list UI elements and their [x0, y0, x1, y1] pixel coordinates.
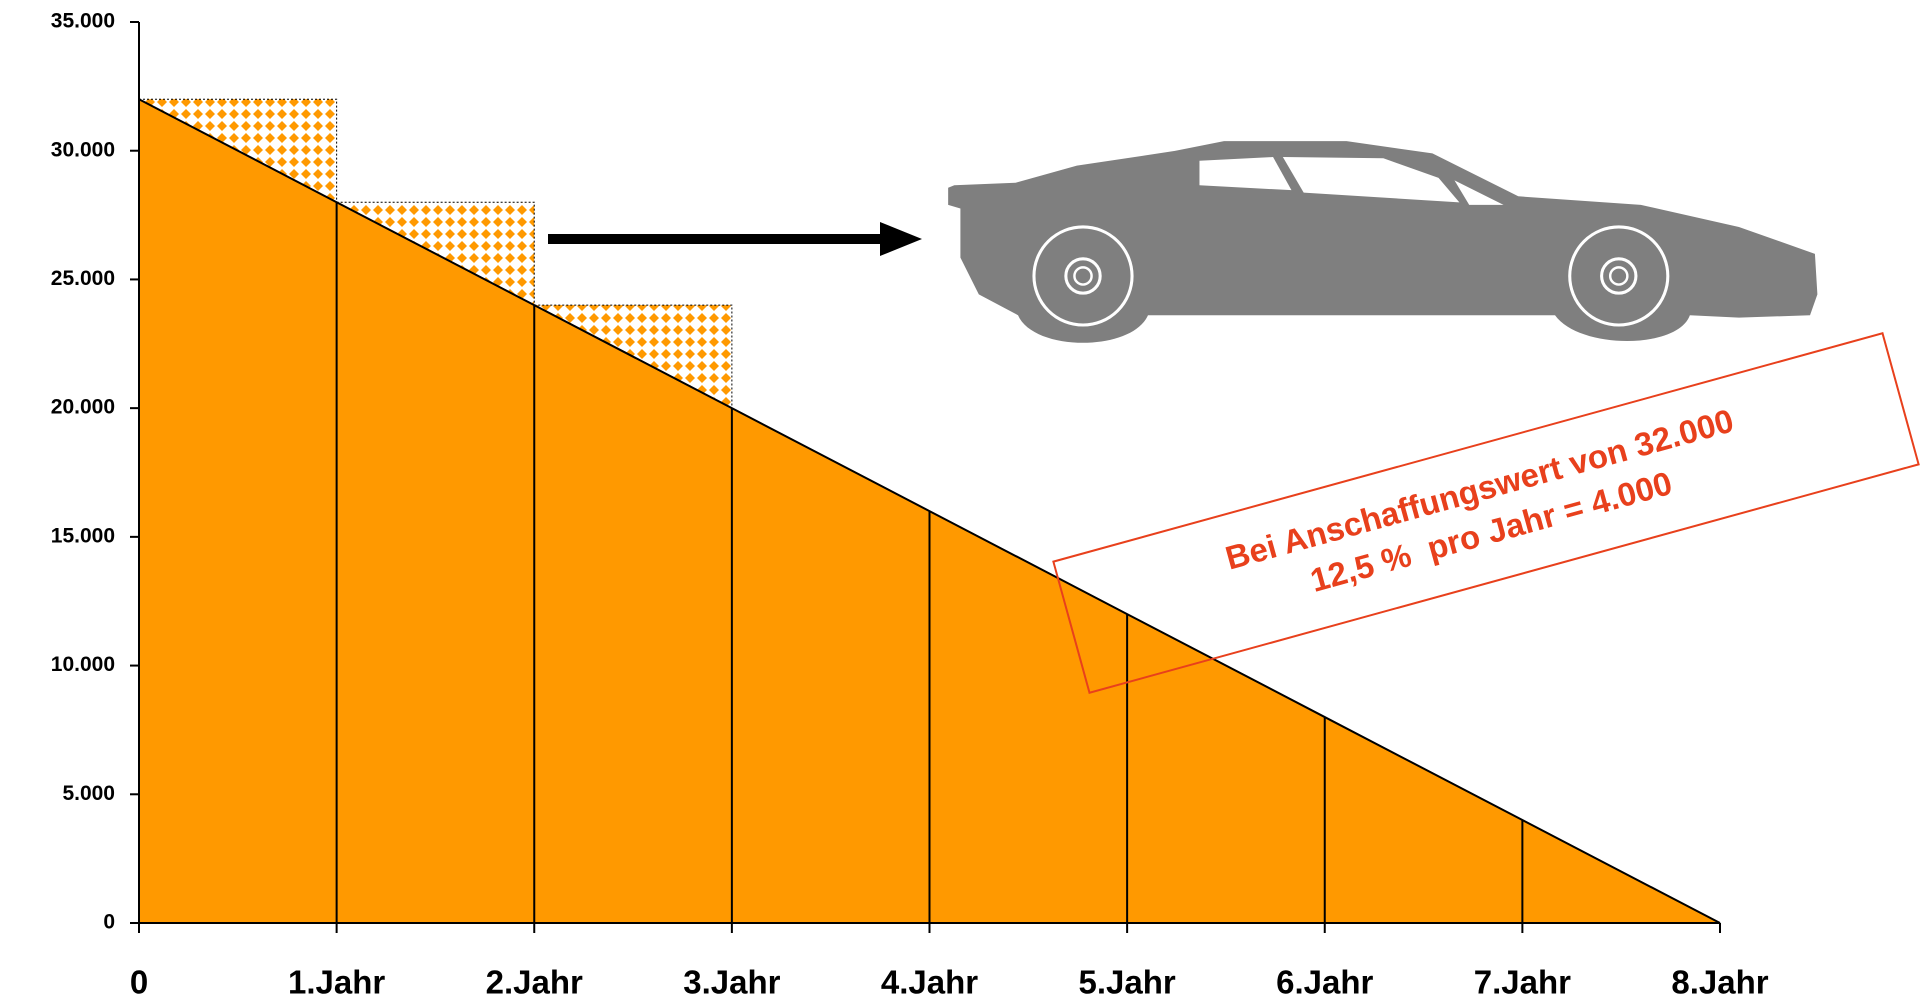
car-illustration — [948, 141, 1818, 343]
x-tick-label: 3.Jahr — [683, 964, 780, 1001]
x-tick-label: 5.Jahr — [1079, 964, 1176, 1001]
x-tick-label: 4.Jahr — [881, 964, 978, 1001]
y-tick-label: 25.000 — [51, 267, 115, 290]
x-tick-label: 7.Jahr — [1474, 964, 1571, 1001]
x-tick-label: 0 — [130, 964, 148, 1001]
y-tick-label: 5.000 — [62, 782, 115, 805]
plot-area: 0 5.000 10.000 15.000 20.000 25.000 30.000 35.0… — [51, 10, 1769, 1001]
y-tick-label: 30.000 — [51, 138, 115, 161]
x-tick-label: 8.Jahr — [1671, 964, 1768, 1001]
y-tick-label: 20.000 — [51, 396, 115, 419]
annotation-box: Bei Anschaffungswert von 32.000 12,5 % p… — [1052, 332, 1920, 694]
y-tick-label: 0 — [103, 911, 115, 934]
y-tick-label: 10.000 — [51, 653, 115, 676]
y-tick-label: 35.000 — [51, 10, 115, 33]
arrow — [548, 222, 922, 256]
x-tick-label: 1.Jahr — [288, 964, 385, 1001]
x-tick-label: 2.Jahr — [486, 964, 583, 1001]
x-tick-label: 6.Jahr — [1276, 964, 1373, 1001]
y-tick-label: 15.000 — [51, 524, 115, 547]
